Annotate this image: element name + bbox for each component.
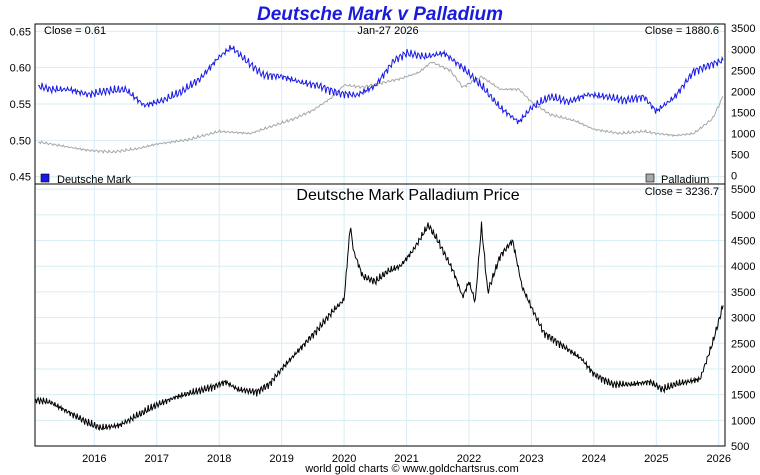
top-left-axis: 0.45 0.50 0.55 0.60 0.65 xyxy=(10,26,31,183)
top-left-tick-label: 0.60 xyxy=(10,63,31,75)
x-tick-label: 2024 xyxy=(582,453,606,465)
bottom-right-axis: 500 1000 1500 2000 2500 3000 3500 4000 4500 5000 5… xyxy=(731,184,755,453)
bottom-y-tick-label: 1500 xyxy=(731,390,755,402)
bottom-y-tick-label: 2500 xyxy=(731,338,755,350)
series-line-palladium xyxy=(37,61,724,154)
top-right-tick-label: 3000 xyxy=(731,44,755,56)
bottom-y-tick-label: 3000 xyxy=(731,313,755,325)
top-right-tick-label: 500 xyxy=(731,150,749,162)
top-close-left: Close = 0.61 xyxy=(44,25,106,37)
x-tick-label: 2021 xyxy=(394,453,418,465)
x-axis: 2016 2017 2018 2019 2020 2021 2022 2023 2024 2025… xyxy=(82,453,731,465)
chart-title: Deutsche Mark v Palladium xyxy=(257,4,503,25)
x-tick-label: 2023 xyxy=(519,453,543,465)
top-right-axis: 0 500 1000 1500 2000 2500 3000 3500 xyxy=(731,23,755,182)
bottom-close-right: Close = 3236.7 xyxy=(645,186,719,198)
bottom-y-tick-label: 4000 xyxy=(731,261,755,273)
top-left-tick-label: 0.55 xyxy=(10,99,31,111)
top-series xyxy=(37,44,724,154)
bottom-y-tick-label: 4500 xyxy=(731,236,755,248)
bottom-y-tick-label: 500 xyxy=(731,441,749,453)
bottom-chart-title: Deutsche Mark Palladium Price xyxy=(296,187,519,204)
top-date: Jan-27 2026 xyxy=(357,25,418,37)
top-right-tick-label: 2500 xyxy=(731,65,755,77)
top-panel-grid xyxy=(35,24,725,184)
bottom-series xyxy=(34,221,724,432)
legend-palladium: Palladium xyxy=(661,174,709,186)
series-line-price xyxy=(34,221,724,432)
x-tick-label: 2026 xyxy=(707,453,731,465)
series-line-deutsche-mark xyxy=(37,44,724,125)
top-right-tick-label: 1500 xyxy=(731,107,755,119)
legend-swatch-palladium xyxy=(645,173,655,183)
x-tick-label: 2020 xyxy=(332,453,356,465)
top-close-right: Close = 1880.6 xyxy=(645,25,719,37)
top-right-tick-label: 0 xyxy=(731,171,737,183)
x-tick-label: 2017 xyxy=(145,453,169,465)
x-tick-label: 2025 xyxy=(644,453,668,465)
bottom-y-tick-label: 5000 xyxy=(731,210,755,222)
top-left-tick-label: 0.45 xyxy=(10,172,31,184)
legend-swatch-deutsche-mark xyxy=(40,173,50,183)
top-left-tick-label: 0.50 xyxy=(10,135,31,147)
bottom-panel-grid xyxy=(35,184,725,447)
bottom-y-tick-label: 2000 xyxy=(731,364,755,376)
x-tick-label: 2016 xyxy=(82,453,106,465)
x-tick-label: 2019 xyxy=(269,453,293,465)
x-tick-label: 2018 xyxy=(207,453,231,465)
top-left-tick-label: 0.65 xyxy=(10,26,31,38)
top-right-tick-label: 2000 xyxy=(731,86,755,98)
bottom-panel-frame xyxy=(34,183,726,447)
bottom-y-tick-label: 3500 xyxy=(731,287,755,299)
top-right-tick-label: 1000 xyxy=(731,128,755,140)
top-right-tick-label: 3500 xyxy=(731,23,755,35)
footer: world gold charts © www.goldchartsrus.co… xyxy=(304,463,519,475)
x-tick-label: 2022 xyxy=(457,453,481,465)
bottom-y-tick-label: 5500 xyxy=(731,184,755,196)
legend-deutsche-mark: Deutsche Mark xyxy=(57,174,131,186)
bottom-y-tick-label: 1000 xyxy=(731,415,755,427)
